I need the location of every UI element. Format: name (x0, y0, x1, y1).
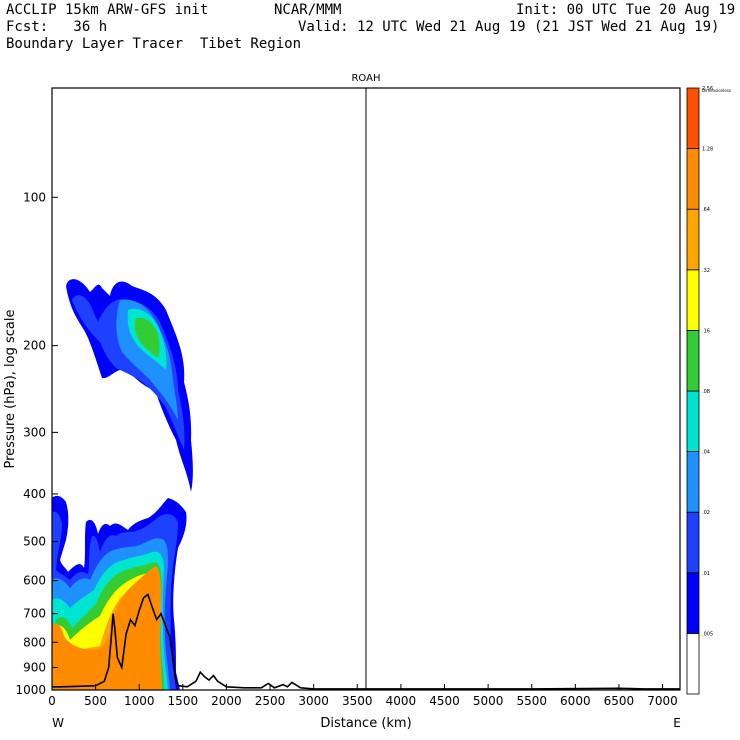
contour-lower-1.28 (52, 566, 162, 690)
colorbar-level-label: .04 (702, 450, 710, 456)
x-tick-label: 5500 (516, 694, 547, 708)
y-tick-label: 700 (23, 607, 46, 621)
x-tick-label: 2000 (211, 694, 242, 708)
y-tick-label: 100 (23, 190, 46, 204)
colorbar-swatch (686, 451, 700, 513)
colorbar-level-label: .16 (702, 328, 710, 334)
x-axis-start-label: W (52, 716, 64, 730)
x-tick-label: 5000 (473, 694, 504, 708)
x-axis-label: Distance (km) (320, 716, 411, 731)
x-tick-label: 4500 (429, 694, 460, 708)
y-tick-label: 500 (23, 535, 46, 549)
plot-frame (51, 87, 681, 691)
y-tick-label: 800 (23, 635, 46, 649)
colorbar-swatch (686, 511, 700, 574)
colorbar-title: Dimensionless (702, 88, 731, 93)
header-init-time: Init: 00 UTC Tue 20 Aug 19 (516, 2, 736, 18)
x-tick-label: 3000 (298, 694, 329, 708)
x-tick-label: 1500 (168, 694, 199, 708)
header-field-name: Boundary Layer Tracer Tibet Region (6, 36, 302, 52)
y-tick-label: 400 (23, 487, 46, 501)
colorbar: .005 .01 .02 .04 .08 .16 .32 .64 1.28 2.56 (686, 86, 713, 695)
y-tick-label: 1000 (15, 683, 46, 697)
colorbar-level-label: 2.56 (702, 86, 713, 92)
x-tick-label: 500 (84, 694, 107, 708)
colorbar-level-label: .005 (702, 631, 713, 637)
colorbar-swatch (686, 390, 700, 452)
header-init-model: ACCLIP 15km ARW-GFS init (6, 2, 209, 18)
x-tick-label: 7000 (647, 694, 678, 708)
x-tick-label: 6000 (560, 694, 591, 708)
contour-upper-0.16 (134, 317, 160, 358)
header-valid-time: Valid: 12 UTC Wed 21 Aug 19 (21 JST Wed … (298, 19, 720, 35)
y-axis-label: Pressure (hPa), log scale (3, 310, 18, 469)
x-tick-label: 1000 (124, 694, 155, 708)
tracer-contours (52, 279, 193, 690)
colorbar-swatch (686, 148, 700, 210)
x-tick-label: 3500 (342, 694, 373, 708)
x-axis-end-label: E (673, 716, 681, 730)
y-tick-label: 200 (23, 339, 46, 353)
x-tick-label: 0 (48, 694, 56, 708)
x-tick-label: 6500 (604, 694, 635, 708)
colorbar-swatch (686, 329, 700, 392)
colorbar-level-label: .01 (702, 571, 710, 577)
colorbar-swatch (686, 208, 700, 271)
header-forecast-hour: Fcst: 36 h (6, 19, 108, 35)
chart-title: ROAH (351, 73, 380, 84)
colorbar-level-label: .02 (702, 510, 710, 516)
y-tick-label: 300 (23, 425, 46, 439)
header-org: NCAR/MMM (274, 2, 342, 18)
x-tick-label: 4000 (386, 694, 417, 708)
colorbar-swatch (686, 572, 700, 634)
colorbar-swatch (686, 269, 700, 331)
colorbar-level-label: .64 (702, 207, 710, 213)
colorbar-level-label: .08 (702, 389, 710, 395)
colorbar-swatch (686, 633, 700, 695)
y-tick-label: 900 (23, 660, 46, 674)
colorbar-level-label: 1.28 (702, 147, 713, 153)
x-tick-label: 2500 (255, 694, 286, 708)
y-tick-label: 600 (23, 574, 46, 588)
colorbar-level-label: .32 (702, 268, 710, 274)
terrain-line (52, 593, 680, 690)
colorbar-swatch (686, 87, 700, 149)
